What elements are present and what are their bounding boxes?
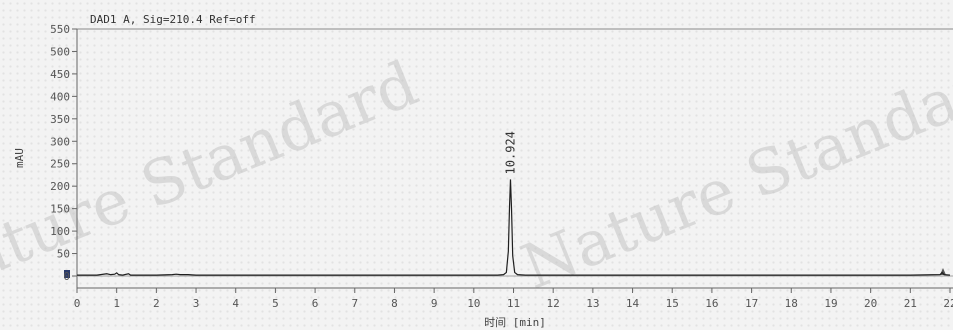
y-tick-label: 200 xyxy=(50,180,70,193)
x-tick-label: 0 xyxy=(74,297,81,310)
y-tick-label: 50 xyxy=(57,248,70,261)
x-tick-label: 4 xyxy=(232,297,239,310)
chart-title: DAD1 A, Sig=210.4 Ref=off xyxy=(90,13,256,26)
x-tick-label: 15 xyxy=(666,297,679,310)
x-tick-label: 3 xyxy=(193,297,200,310)
y-tick-label: 550 xyxy=(50,23,70,36)
peak-retention-label: 10.924 xyxy=(503,131,517,174)
y-tick-label: 250 xyxy=(50,158,70,171)
x-tick-label: 22 xyxy=(943,297,953,310)
y-axis-label: mAU xyxy=(13,148,26,168)
x-tick-label: 8 xyxy=(391,297,398,310)
x-tick-label: 5 xyxy=(272,297,279,310)
x-tick-label: 16 xyxy=(705,297,718,310)
x-tick-label: 18 xyxy=(785,297,798,310)
y-tick-label: 450 xyxy=(50,68,70,81)
x-tick-label: 19 xyxy=(824,297,837,310)
x-tick-label: 13 xyxy=(586,297,599,310)
series-layer xyxy=(77,179,951,276)
x-tick-label: 9 xyxy=(431,297,438,310)
y-tick-label: 500 xyxy=(50,45,70,58)
x-tick-label: 14 xyxy=(626,297,640,310)
watermark-right: Nature Standard xyxy=(511,37,953,304)
y-tick-label: 300 xyxy=(50,135,70,148)
peak-label-layer: 10.924 xyxy=(503,131,517,174)
y-axis-ticks: 0 50 100 150 200 250 300 350 400 450 500 550 xyxy=(50,23,77,283)
x-tick-label: 11 xyxy=(507,297,520,310)
y-tick-label: 350 xyxy=(50,113,70,126)
x-tick-label: 17 xyxy=(745,297,758,310)
x-tick-label: 2 xyxy=(153,297,160,310)
x-tick-label: 6 xyxy=(312,297,319,310)
y-tick-label: 150 xyxy=(50,203,70,216)
x-axis-label: 时间 [min] xyxy=(484,316,546,329)
x-axis-ticks: 012345678910111213141516171819202122 xyxy=(74,288,953,310)
signal-trace-line xyxy=(77,179,951,276)
watermark-layer: Nature Standard Nature Standard xyxy=(0,37,953,314)
x-tick-label: 1 xyxy=(113,297,120,310)
y-tick-label: 0 xyxy=(63,270,70,283)
y-tick-label: 400 xyxy=(50,90,70,103)
x-tick-label: 10 xyxy=(467,297,480,310)
x-tick-label: 21 xyxy=(904,297,917,310)
x-tick-label: 12 xyxy=(547,297,560,310)
y-tick-label: 100 xyxy=(50,225,70,238)
start-marker xyxy=(64,270,70,278)
x-tick-label: 7 xyxy=(351,297,358,310)
x-tick-label: 20 xyxy=(864,297,877,310)
